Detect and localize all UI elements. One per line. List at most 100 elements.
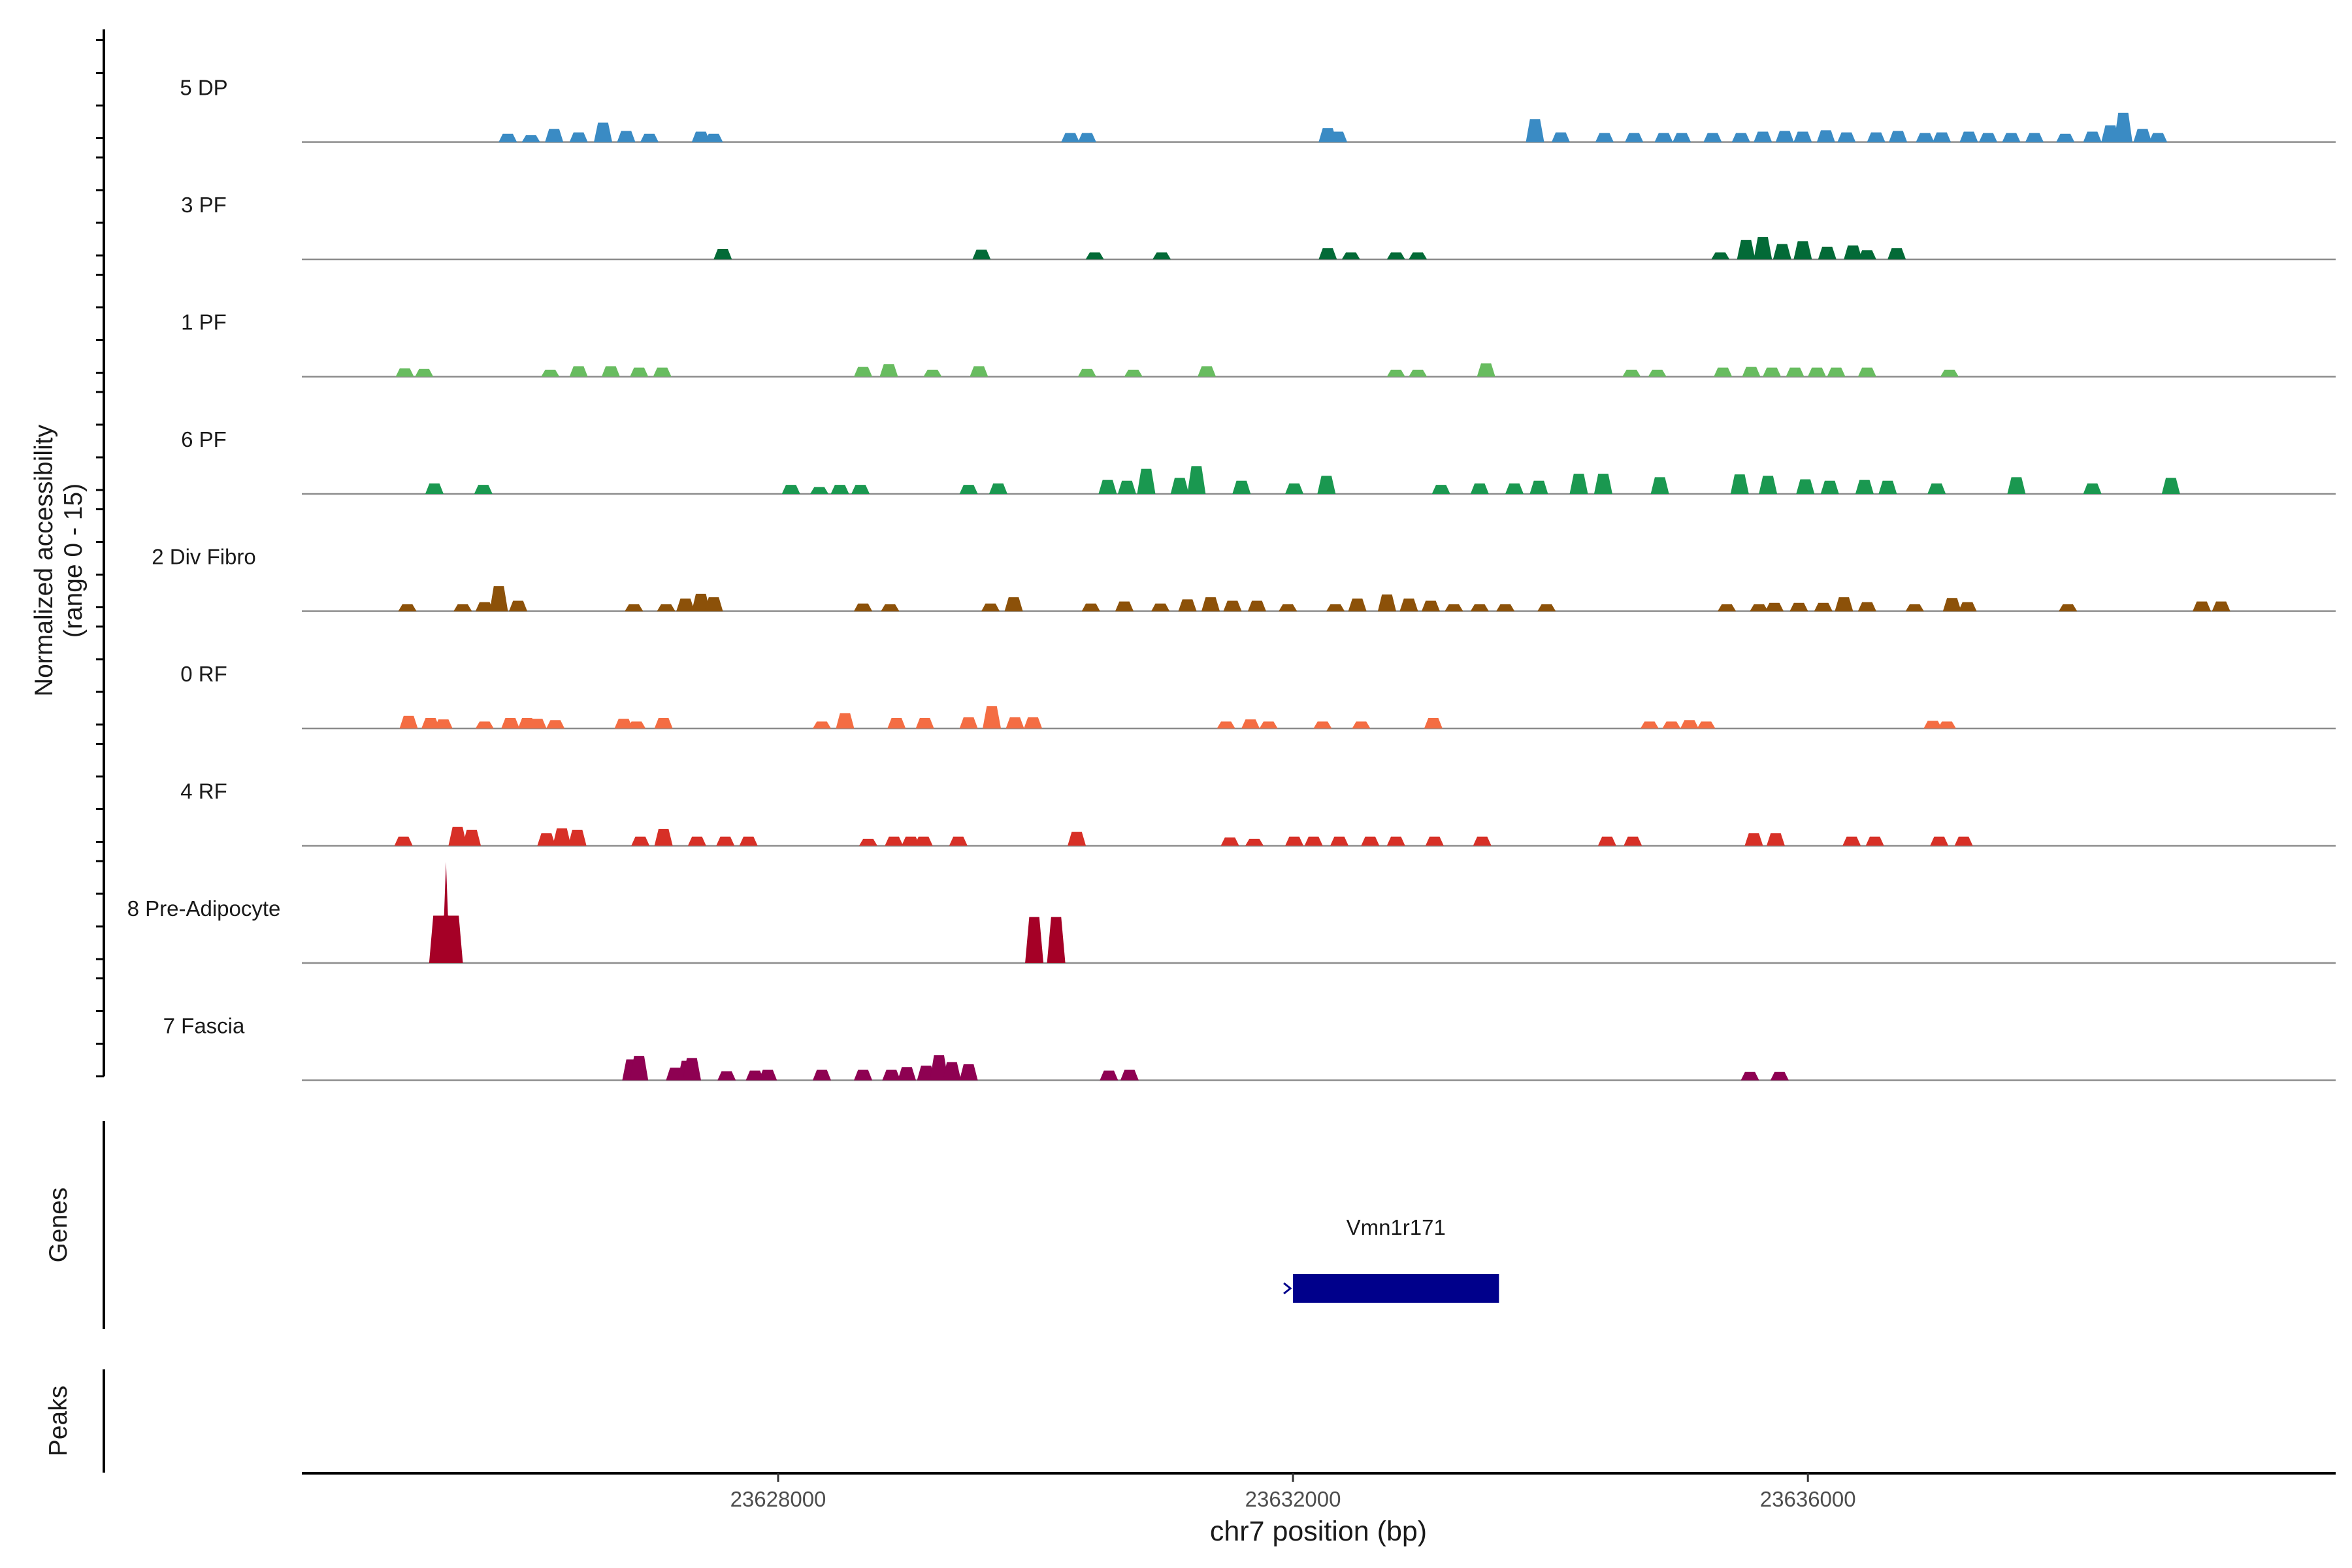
coverage-peak	[759, 1070, 777, 1081]
track-1-pf: 1 PF	[181, 310, 2336, 378]
coverage-peak	[2007, 477, 2026, 494]
coverage-peak	[654, 718, 673, 728]
coverage-peak	[1025, 917, 1044, 963]
coverage-peak	[627, 721, 646, 728]
coverage-peak	[2002, 133, 2021, 142]
coverage-peak	[601, 366, 620, 377]
coverage-peak	[691, 131, 710, 142]
coverage-peak	[1593, 474, 1612, 494]
coverage-peak	[569, 366, 588, 377]
coverage-peak	[1217, 721, 1235, 728]
coverage-peak	[949, 836, 968, 846]
coverage-peak	[1857, 602, 1876, 612]
coverage-peak	[1569, 474, 1588, 494]
gene-label: Vmn1r171	[1347, 1215, 1446, 1239]
coverage-peak	[1115, 601, 1134, 612]
accessibility-tracks: 5 DP 3 PF 1 PF 6 PF 2 Div Fibro 0 RF 4 RF 8 Pre…	[127, 76, 2336, 1081]
coverage-peak	[630, 367, 649, 377]
coverage-peak	[1625, 133, 1644, 142]
coverage-peak	[1330, 836, 1349, 846]
coverage-peak	[1245, 838, 1264, 846]
coverage-peak	[1597, 836, 1616, 846]
coverage-peak	[1857, 250, 1876, 259]
coverage-peak	[631, 836, 650, 846]
coverage-peak	[1650, 477, 1669, 494]
coverage-peak	[1916, 133, 1935, 142]
coverage-peak	[713, 249, 732, 259]
track-label: 1 PF	[181, 310, 227, 335]
coverage-peak	[1061, 133, 1080, 142]
coverage-peak	[830, 485, 849, 494]
coverage-peak	[836, 713, 855, 728]
coverage-peak	[1740, 1071, 1759, 1081]
track-3-pf: 3 PF	[181, 193, 2336, 261]
coverage-peak	[463, 829, 482, 846]
peaks-panel: Peaks	[44, 1369, 105, 1473]
coverage-peak	[498, 133, 517, 142]
coverage-peak	[942, 1062, 961, 1081]
coverage-peak	[2193, 601, 2212, 612]
coverage-peak	[654, 828, 673, 846]
coverage-peak	[569, 132, 588, 142]
coverage-peak	[1654, 133, 1673, 142]
coverage-peak	[1473, 836, 1492, 846]
coverage-peak	[2212, 601, 2230, 612]
coverage-peak	[1959, 131, 1978, 142]
coverage-peak	[1622, 369, 1641, 377]
coverage-peak	[415, 368, 434, 377]
coverage-peak	[1431, 485, 1450, 494]
coverage-peak	[421, 718, 440, 728]
coverage-peak	[1889, 131, 1908, 142]
x-tick-label: 23628000	[730, 1487, 826, 1511]
coverage-peak	[475, 602, 494, 612]
coverage-peak	[1942, 598, 1961, 612]
coverage-peak	[425, 483, 444, 494]
coverage-peak	[1878, 480, 1897, 494]
coverage-peak	[1470, 604, 1489, 612]
coverage-peak	[1004, 597, 1023, 612]
coverage-peak	[1857, 367, 1876, 377]
coverage-peak	[1711, 252, 1730, 259]
coverage-peak	[1816, 130, 1835, 142]
coverage-peak	[970, 366, 988, 377]
coverage-peak	[1279, 604, 1298, 612]
coverage-peak	[1352, 721, 1371, 728]
coverage-peak	[1697, 721, 1716, 728]
coverage-peak	[1247, 600, 1266, 612]
coverage-peak	[854, 603, 873, 612]
coverage-peak	[1754, 131, 1772, 142]
track-4-rf: 4 RF	[180, 779, 2336, 847]
coverage-peak	[1595, 133, 1614, 142]
coverage-peak	[1844, 245, 1863, 259]
coverage-peak	[1477, 363, 1495, 377]
peaks-panel-label: Peaks	[44, 1386, 73, 1456]
coverage-peak	[1887, 248, 1906, 259]
coverage-peak	[1673, 133, 1691, 142]
coverage-peak	[1979, 133, 1998, 142]
coverage-peak	[1386, 836, 1405, 846]
genes-panel-label: Genes	[44, 1188, 73, 1263]
x-axis: 23628000 23632000 23636000	[302, 1472, 2336, 1511]
coverage-peak	[1820, 480, 1839, 494]
coverage-peak	[682, 1058, 701, 1081]
coverage-peak	[858, 838, 877, 846]
coverage-peak	[923, 369, 942, 377]
coverage-peak	[1361, 836, 1380, 846]
coverage-peak	[1526, 119, 1544, 142]
coverage-peak	[640, 133, 659, 142]
coverage-peak	[1409, 252, 1428, 259]
coverage-peak	[1770, 1071, 1789, 1081]
coverage-peak	[1718, 604, 1737, 612]
track-label: 7 Fascia	[163, 1014, 245, 1038]
coverage-peak	[812, 721, 831, 728]
coverage-peak	[2056, 133, 2075, 142]
coverage-peak	[716, 836, 735, 846]
coverage-peak	[1085, 252, 1104, 259]
coverage-peak	[704, 133, 723, 142]
coverage-peak	[781, 485, 800, 494]
coverage-peak	[434, 719, 453, 728]
coverage-peak	[1259, 721, 1278, 728]
coverage-peak	[1835, 597, 1854, 612]
coverage-peak	[474, 485, 493, 494]
coverage-peak	[1445, 604, 1463, 612]
